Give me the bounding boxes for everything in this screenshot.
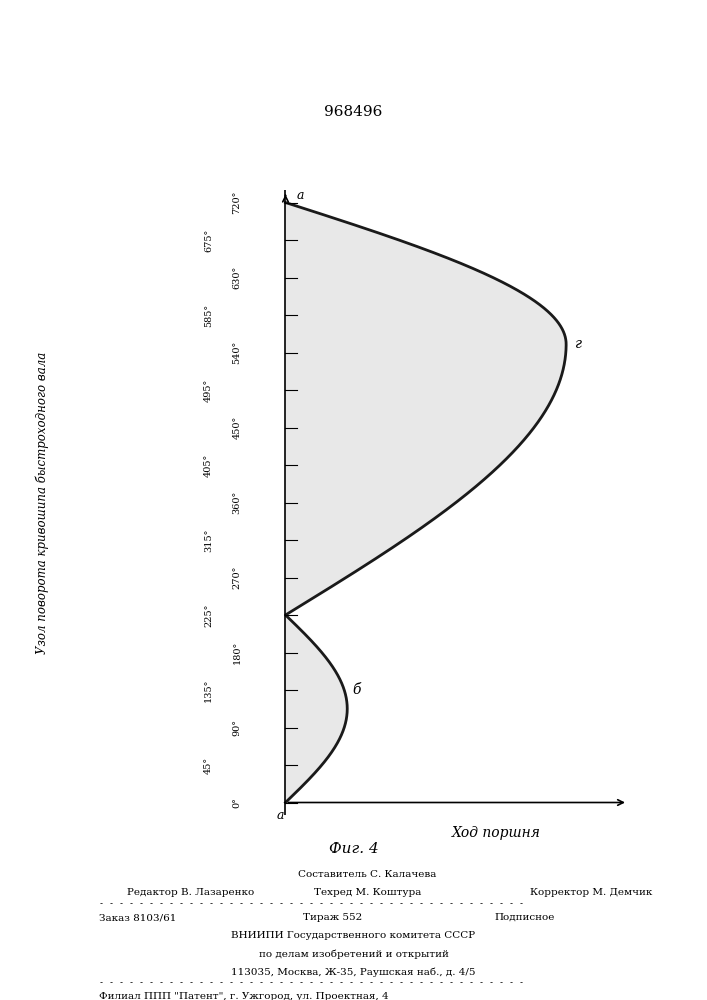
Text: 630°: 630° xyxy=(233,266,241,289)
Text: г: г xyxy=(575,337,582,351)
Text: 495°: 495° xyxy=(204,378,213,402)
Text: Фиг. 4: Фиг. 4 xyxy=(329,842,378,856)
Text: 540°: 540° xyxy=(233,341,241,364)
Text: - - - - - - - - - - - - - - - - - - - - - - - - - - - - - - - - - - - - - - - - : - - - - - - - - - - - - - - - - - - - - … xyxy=(99,978,529,987)
Text: по делам изобретений и открытий: по делам изобретений и открытий xyxy=(259,949,448,959)
Text: 360°: 360° xyxy=(233,491,241,514)
Text: ВНИИПИ Государственного комитета СССР: ВНИИПИ Государственного комитета СССР xyxy=(231,931,476,940)
Text: 270°: 270° xyxy=(233,566,241,589)
Text: 135°: 135° xyxy=(204,678,213,702)
Text: Редактор В. Лазаренко: Редактор В. Лазаренко xyxy=(127,888,255,897)
Text: Заказ 8103/61: Заказ 8103/61 xyxy=(99,913,176,922)
Text: Техред М. Коштура: Техред М. Коштура xyxy=(314,888,421,897)
Text: 0°: 0° xyxy=(233,797,241,808)
Text: 585°: 585° xyxy=(204,303,213,327)
Text: - - - - - - - - - - - - - - - - - - - - - - - - - - - - - - - - - - - - - - - - : - - - - - - - - - - - - - - - - - - - - … xyxy=(99,899,529,908)
Text: Корректор М. Демчик: Корректор М. Демчик xyxy=(530,888,653,897)
Text: 180°: 180° xyxy=(233,641,241,664)
Text: Подписное: Подписное xyxy=(495,913,555,922)
Text: a: a xyxy=(276,809,284,822)
Text: 315°: 315° xyxy=(204,528,213,552)
Text: 45°: 45° xyxy=(204,756,213,774)
Text: 405°: 405° xyxy=(204,453,213,477)
Text: a: a xyxy=(297,189,304,202)
Text: 675°: 675° xyxy=(204,228,213,252)
Text: Составитель С. Калачева: Составитель С. Калачева xyxy=(298,870,437,879)
Text: 720°: 720° xyxy=(233,191,241,214)
Text: 90°: 90° xyxy=(233,719,241,736)
Text: Тираж 552: Тираж 552 xyxy=(303,913,362,922)
Text: 450°: 450° xyxy=(233,416,241,439)
Text: 968496: 968496 xyxy=(325,105,382,119)
Text: б: б xyxy=(353,683,361,697)
Text: Узол поворота кривошипа быстроходного вала: Узол поворота кривошипа быстроходного ва… xyxy=(35,351,49,654)
Text: Филиал ППП "Патент", г. Ужгород, ул. Проектная, 4: Филиал ППП "Патент", г. Ужгород, ул. Про… xyxy=(99,992,389,1000)
Text: 113035, Москва, Ж-35, Раушская наб., д. 4/5: 113035, Москва, Ж-35, Раушская наб., д. … xyxy=(231,967,476,977)
Text: 225°: 225° xyxy=(204,603,213,627)
Text: Ход поршня: Ход поршня xyxy=(452,826,540,840)
